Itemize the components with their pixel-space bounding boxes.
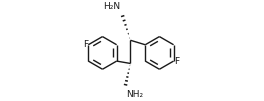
Text: F: F (83, 40, 88, 49)
Text: NH₂: NH₂ (126, 90, 143, 99)
Text: H₂N: H₂N (103, 2, 121, 11)
Text: F: F (174, 57, 179, 66)
